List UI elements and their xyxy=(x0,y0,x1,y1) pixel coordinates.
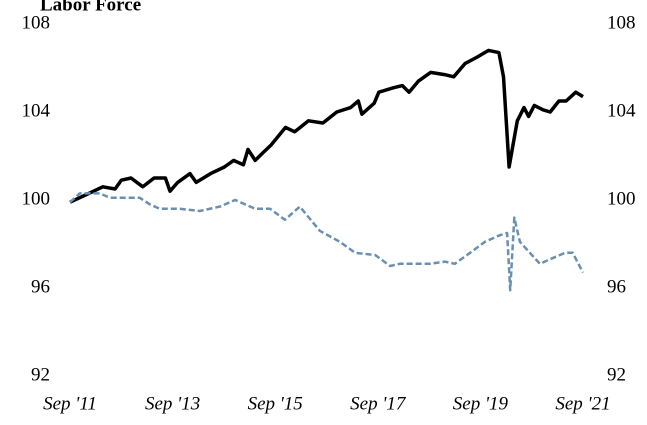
x-tick-label: Sep '19 xyxy=(453,393,509,414)
y2-tick-label: 100 xyxy=(607,188,636,209)
y2-tick-label: 104 xyxy=(607,100,636,121)
y-tick-label: 104 xyxy=(22,100,51,121)
y2-tick-label: 92 xyxy=(607,364,626,385)
y2-tick-label: 108 xyxy=(607,12,636,33)
line-series xyxy=(69,192,585,292)
y2-tick-label: 96 xyxy=(607,276,626,297)
x-tick-label: Sep '21 xyxy=(555,393,610,414)
x-tick-label: Sep '11 xyxy=(43,393,97,414)
x-tick-label: Sep '15 xyxy=(248,393,303,414)
chart-title: Labor Force xyxy=(40,0,141,15)
x-tick-label: Sep '13 xyxy=(145,393,200,414)
y-tick-label: 92 xyxy=(31,364,50,385)
y-tick-label: 100 xyxy=(22,188,51,209)
y-tick-label: 96 xyxy=(31,276,50,297)
x-tick-label: Sep '17 xyxy=(350,393,407,414)
y-tick-label: 108 xyxy=(22,12,51,33)
line-series xyxy=(69,48,584,204)
